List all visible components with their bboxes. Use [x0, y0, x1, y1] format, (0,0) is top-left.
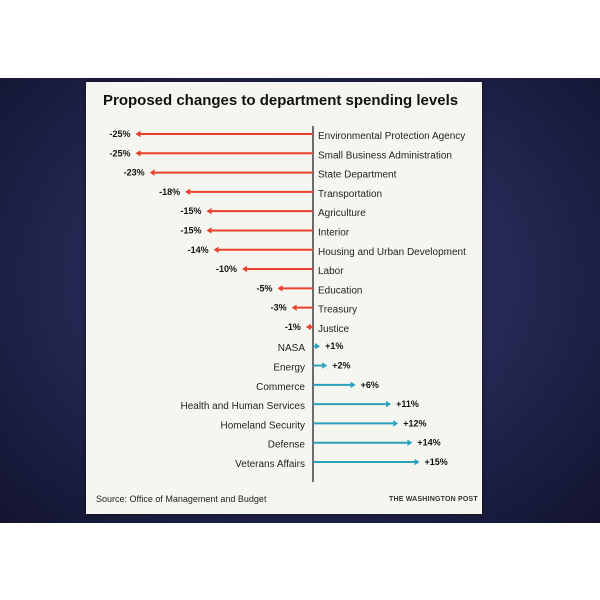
- chart-title: Proposed changes to department spending …: [103, 92, 459, 109]
- category-label: Justice: [318, 324, 350, 335]
- value-label: -25%: [109, 129, 130, 139]
- value-label: -23%: [124, 168, 145, 178]
- bar-arrowhead: [135, 150, 141, 157]
- bar-arrowhead: [242, 265, 247, 273]
- bar-arrowhead: [322, 362, 328, 369]
- value-label: +6%: [361, 380, 379, 390]
- value-label: -10%: [216, 264, 237, 274]
- value-label: +1%: [325, 341, 343, 351]
- value-label: -5%: [256, 283, 272, 293]
- value-label: -25%: [109, 148, 130, 158]
- value-label: +11%: [396, 399, 419, 409]
- bar-arrowhead: [414, 458, 420, 466]
- value-label: +12%: [403, 418, 426, 428]
- bar-arrowhead: [393, 420, 399, 427]
- value-label: -3%: [271, 303, 287, 313]
- category-label: Housing and Urban Development: [318, 247, 466, 258]
- bar-arrowhead: [315, 343, 321, 350]
- category-label: Commerce: [256, 382, 305, 393]
- value-label: -18%: [159, 187, 180, 197]
- category-label: Transportation: [318, 189, 382, 200]
- category-label: Health and Human Services: [180, 401, 305, 412]
- value-label: +14%: [417, 438, 440, 448]
- chart-source: Source: Office of Management and Budget: [96, 494, 267, 504]
- category-label: Veterans Affairs: [235, 459, 305, 470]
- category-label: NASA: [278, 343, 306, 354]
- value-label: +15%: [425, 457, 448, 467]
- bar-arrowhead: [407, 439, 413, 446]
- bar-arrowhead: [386, 400, 392, 408]
- bar-arrowhead: [305, 323, 311, 331]
- value-label: -1%: [285, 322, 301, 332]
- category-label: Treasury: [318, 305, 357, 316]
- bar-arrowhead: [206, 227, 212, 234]
- category-label: Labor: [318, 266, 344, 277]
- bar-arrowhead: [185, 188, 191, 196]
- bar-arrowhead: [135, 130, 141, 138]
- value-label: +2%: [332, 361, 350, 371]
- value-label: -15%: [180, 206, 201, 216]
- bar-arrowhead: [291, 304, 297, 311]
- category-label: Small Business Administration: [318, 150, 452, 161]
- category-label: Defense: [268, 440, 306, 451]
- category-label: Interior: [318, 227, 350, 238]
- bar-arrowhead: [206, 207, 212, 215]
- value-label: -14%: [188, 245, 209, 255]
- category-label: Agriculture: [318, 208, 366, 219]
- category-label: Homeland Security: [221, 420, 305, 431]
- category-label: State Department: [318, 170, 397, 181]
- bar-arrowhead: [350, 381, 356, 389]
- category-label: Education: [318, 285, 362, 296]
- chart-credit: THE WASHINGTON POST: [389, 496, 478, 503]
- bar-arrowhead: [277, 285, 283, 292]
- bar-arrowhead: [149, 169, 155, 176]
- category-label: Energy: [273, 363, 305, 374]
- value-label: -15%: [180, 225, 201, 235]
- category-label: Environmental Protection Agency: [318, 131, 465, 142]
- bar-arrowhead: [213, 246, 219, 253]
